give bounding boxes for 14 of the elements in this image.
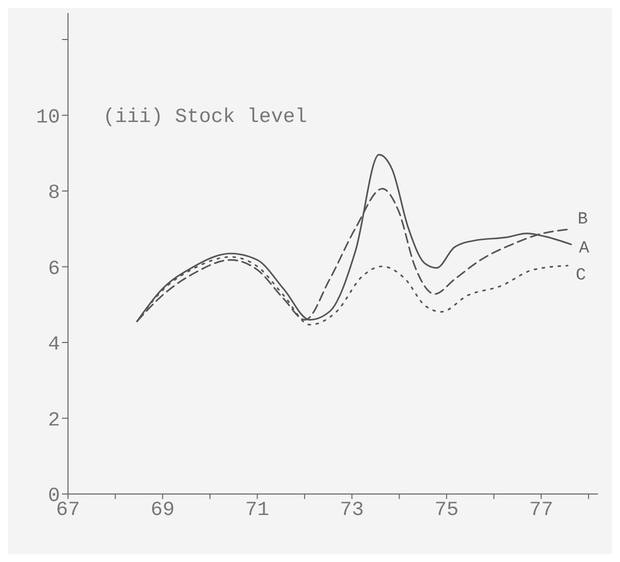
x-tick-label: 71 — [245, 499, 270, 522]
x-tick-label: 75 — [434, 499, 459, 522]
series-label: C — [576, 266, 586, 286]
y-tick-label: 6 — [48, 258, 60, 281]
series-label: B — [578, 210, 588, 230]
text: (iii) Stock level — [103, 106, 308, 129]
y-tick-label: 10 — [36, 106, 60, 130]
y-tick-label: 4 — [48, 334, 60, 357]
y-tick-label: 8 — [48, 182, 60, 206]
series-label: A — [579, 239, 590, 258]
y-tick-label: 2 — [48, 409, 60, 432]
x-tick-label: 73 — [340, 499, 364, 522]
x-tick-label: 77 — [529, 499, 554, 522]
x-tick-label: 69 — [150, 499, 175, 522]
